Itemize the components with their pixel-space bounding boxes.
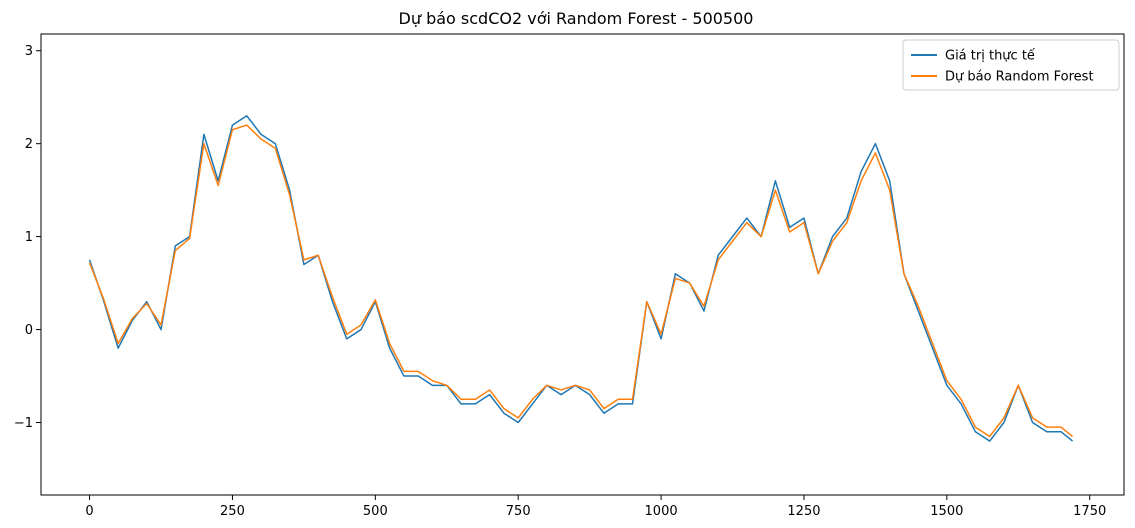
plot-frame: [40, 33, 1125, 496]
ticks-layer: 0 250 500 750 1000 1250 1500 1750 −1 0 1 2 3: [14, 44, 1106, 519]
legend: Giá trị thực tế Dự báo Random Forest: [902, 39, 1120, 91]
x-tick-label: 750: [506, 504, 531, 519]
x-tick-label: 1000: [645, 504, 678, 519]
y-tick-label: 2: [25, 137, 33, 152]
y-tick-label: −1: [14, 416, 33, 431]
legend-label-1: Dự báo Random Forest: [945, 70, 1094, 85]
legend-box: [902, 39, 1120, 91]
x-tick-label: 1500: [930, 504, 963, 519]
chart-title: Dự báo scdCO2 với Random Forest - 500500: [399, 9, 754, 28]
x-tick-label: 1250: [787, 504, 820, 519]
x-tick-label: 0: [85, 504, 93, 519]
y-tick-label: 0: [25, 323, 33, 338]
y-tick-label: 3: [25, 44, 33, 59]
series-line-1: [88, 124, 1074, 438]
x-tick-label: 250: [220, 504, 245, 519]
x-tick-label: 1750: [1073, 504, 1106, 519]
legend-label-0: Giá trị thực tế: [945, 49, 1035, 64]
series-layer: [88, 115, 1074, 442]
series-line-0: [88, 115, 1074, 442]
y-tick-label: 1: [25, 230, 33, 245]
x-tick-label: 500: [363, 504, 388, 519]
